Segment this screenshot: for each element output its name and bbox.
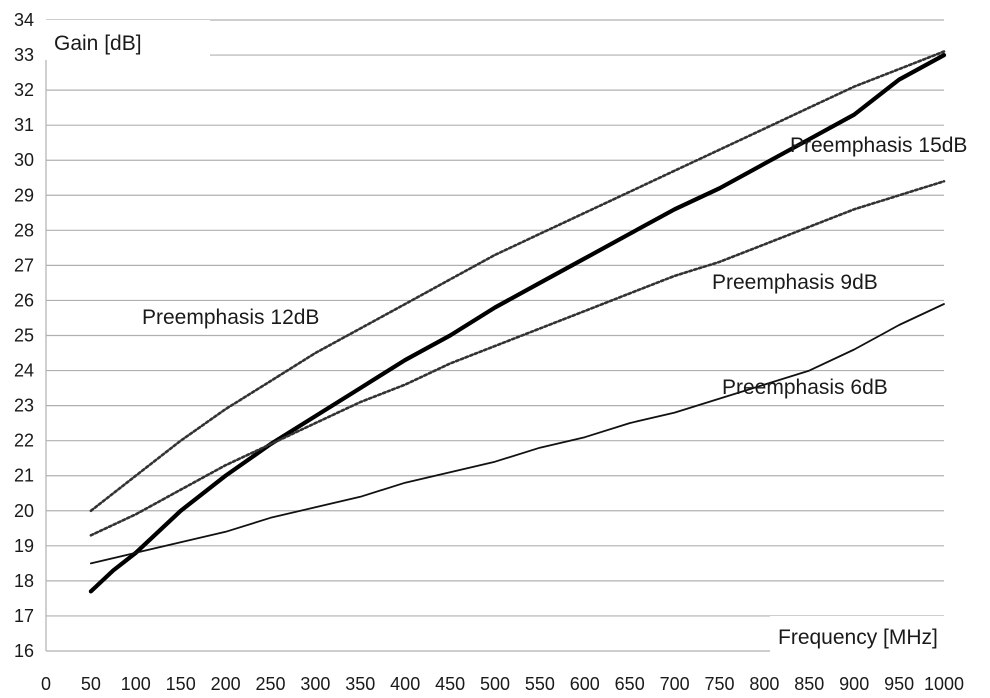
y-axis-title: Gain [dB] (54, 32, 142, 55)
series-line-preemphasis-9db (89, 180, 946, 537)
series-annotation-label: Preemphasis 12dB (142, 306, 319, 329)
y-tick-label: 32 (14, 80, 34, 100)
x-tick-label: 950 (884, 674, 914, 694)
x-tick-label: 1000 (924, 674, 964, 694)
series-line-preemphasis-6db (90, 303, 945, 565)
y-tick-label: 17 (14, 606, 34, 626)
y-tick-label: 25 (14, 326, 34, 346)
y-tick-label: 26 (14, 290, 34, 310)
x-tick-label: 350 (345, 674, 375, 694)
y-tick-labels: 16 17 18 19 20 21 22 23 24 25 26 27 28 29 30 31 32 33 34 (14, 10, 34, 661)
x-tick-label: 600 (570, 674, 600, 694)
y-tick-label: 22 (14, 431, 34, 451)
gridlines (45, 19, 944, 652)
x-tick-label: 100 (121, 674, 151, 694)
y-tick-label: 27 (14, 255, 34, 275)
series-line-preemphasis-12db (89, 50, 946, 513)
series-annotation-label: Preemphasis 15dB (790, 134, 967, 157)
x-axis-title-backdrop (770, 616, 986, 654)
y-tick-label: 23 (14, 396, 34, 416)
x-tick-label: 800 (749, 674, 779, 694)
x-tick-label: 650 (615, 674, 645, 694)
x-tick-label: 850 (794, 674, 824, 694)
x-tick-label: 750 (704, 674, 734, 694)
y-tick-label: 30 (14, 150, 34, 170)
y-tick-label: 34 (14, 10, 34, 30)
y-tick-label: 28 (14, 220, 34, 240)
x-axis-title: Frequency [MHz] (778, 626, 938, 649)
x-tick-label: 700 (660, 674, 690, 694)
series-line-preemphasis-15db (88, 52, 947, 594)
y-tick-label: 33 (14, 45, 34, 65)
x-tick-label: 250 (255, 674, 285, 694)
y-tick-label: 18 (14, 571, 34, 591)
x-tick-label: 900 (839, 674, 869, 694)
x-tick-label: 400 (390, 674, 420, 694)
data-series (88, 50, 947, 594)
y-tick-label: 31 (14, 115, 34, 135)
x-tick-label: 550 (525, 674, 555, 694)
x-tick-label: 200 (211, 674, 241, 694)
x-tick-label: 0 (41, 674, 51, 694)
series-annotation-label: Preemphasis 6dB (722, 376, 888, 399)
y-axis-title-backdrop (38, 20, 210, 60)
series-annotation-label: Preemphasis 9dB (712, 271, 878, 294)
y-tick-label: 19 (14, 536, 34, 556)
x-tick-label: 50 (81, 674, 101, 694)
y-tick-label: 20 (14, 501, 34, 521)
y-tick-label: 24 (14, 361, 34, 381)
x-tick-label: 450 (435, 674, 465, 694)
series-annotations: Preemphasis 15dB Preemphasis 12dB Preempha… (142, 134, 967, 399)
y-tick-label: 21 (14, 466, 34, 486)
y-tick-label: 29 (14, 185, 34, 205)
y-tick-label: 16 (14, 641, 34, 661)
x-tick-labels: 0 50 100 150 200 250 300 350 400 450 500 550 600 650 7… (41, 674, 964, 694)
x-tick-label: 500 (480, 674, 510, 694)
x-tick-label: 300 (300, 674, 330, 694)
x-tick-label: 150 (166, 674, 196, 694)
